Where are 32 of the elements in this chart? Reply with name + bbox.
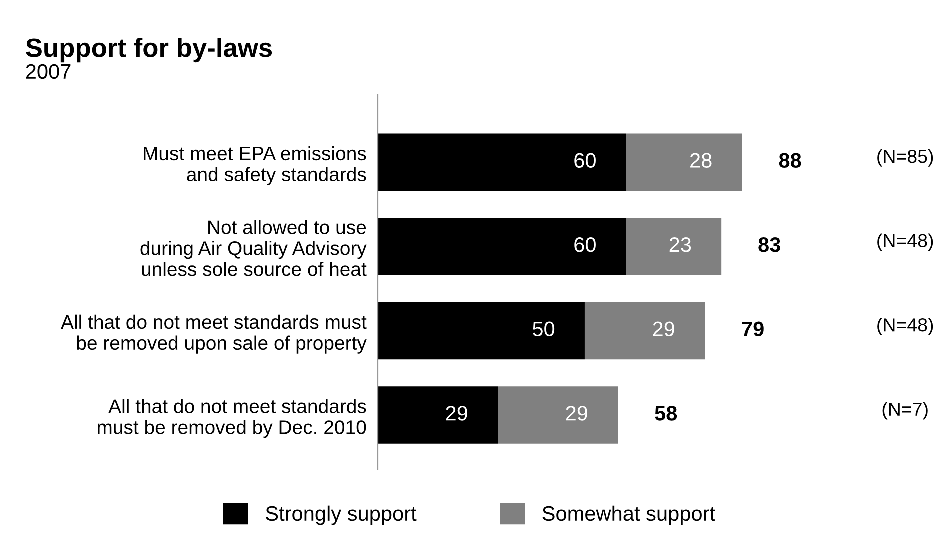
bar: [498, 386, 618, 444]
text: (N=7): [882, 402, 928, 420]
y-tick-label: Not allowed to use during Air Quality Advisory unless sole source of heat: [140, 220, 367, 276]
data-label: 28: [690, 153, 712, 168]
y-tick-label: All that do not meet standards must be removed upon sale of property: [61, 314, 367, 354]
total-label: 58: [655, 406, 678, 421]
bar: [378, 218, 626, 276]
text: 2007: [26, 64, 71, 80]
bar: [626, 218, 722, 276]
data-label: 60: [574, 153, 596, 168]
y-tick-label: Must meet EPA emissions and safety standards: [144, 146, 366, 186]
total-label: 88: [779, 153, 802, 168]
data-label: 50: [533, 322, 555, 337]
data-label: 60: [574, 238, 596, 252]
y-tick-label: All that do not meet standards must be removed by Dec. 2010: [98, 399, 366, 438]
bar: [626, 134, 742, 192]
text: (N=48): [878, 318, 934, 336]
bar: [378, 134, 626, 192]
text: Support for by-laws: [26, 38, 272, 63]
total-label: 83: [758, 238, 780, 252]
legend-label: Strongly support: [266, 506, 417, 526]
legend-label: Somewhat support: [542, 506, 716, 526]
bar: [378, 302, 585, 360]
data-label: 23: [670, 238, 692, 252]
data-label: 29: [566, 406, 588, 421]
text: (N=85): [878, 149, 934, 167]
data-label: 29: [653, 322, 674, 337]
text: (N=48): [878, 234, 934, 252]
bar: [378, 386, 498, 444]
data-label: 29: [446, 406, 468, 421]
bar: [584, 302, 706, 360]
total-label: 79: [742, 322, 764, 337]
